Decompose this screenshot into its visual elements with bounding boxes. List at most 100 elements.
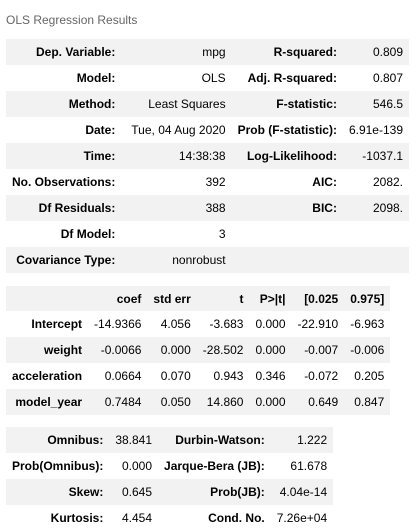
coefficient-cell: 0.000 [147, 337, 197, 363]
summary-label: No. Observations: [12, 175, 116, 189]
summary-label: Prob (F-statistic): [237, 123, 337, 137]
summary-label: BIC: [231, 195, 343, 221]
diagnostics-label: Prob(Omnibus): [12, 459, 104, 473]
coefficient-cell: 0.050 [147, 389, 197, 415]
coefficient-cell: 0.070 [160, 369, 191, 383]
diagnostics-label: Skew: [6, 479, 110, 505]
diagnostics-value: 0.645 [109, 479, 159, 505]
coefficient-cell: 0.000 [249, 337, 292, 363]
summary-label: Date: [85, 123, 116, 137]
diagnostics-label: Prob(JB): [158, 479, 271, 505]
summary-table: Dep. Variable: mpg R-squared: 0.809 Model: OL… [6, 39, 409, 273]
diagnostics-row: Skew: 0.645 Prob(JB): 4.04e-14 [6, 479, 334, 505]
summary-row: Covariance Type: nonrobust [6, 247, 409, 273]
diagnostics-value: 0.000 [122, 459, 153, 473]
diagnostics-value: 4.454 [122, 511, 153, 525]
coefficient-column-header: t [196, 286, 250, 311]
coefficient-cell: -14.9366 [94, 317, 142, 331]
coefficient-cell: -3.683 [209, 317, 244, 331]
coefficient-column-header: 0.975] [344, 286, 391, 311]
table-caption: OLS Regression Results [6, 13, 138, 27]
summary-value: OLS [201, 71, 226, 85]
diagnostics-row: Omnibus: 38.841 Durbin-Watson: 1.222 [6, 427, 334, 453]
diagnostics-value: 38.841 [109, 427, 159, 453]
diagnostics-value: 61.678 [290, 459, 328, 473]
summary-value: 6.91e-139 [348, 123, 403, 137]
summary-value [342, 247, 409, 273]
summary-value: Least Squares [121, 91, 232, 117]
summary-label: Df Residuals: [6, 195, 122, 221]
coefficient-table: coef std err t P>|t| [0.025 0.975] Intercept -… [6, 286, 391, 415]
summary-value: 2082. [372, 175, 403, 189]
diagnostics-table: Omnibus: 38.841 Durbin-Watson: 1.222 Prob(Om… [6, 427, 334, 531]
summary-value: 3 [218, 227, 226, 241]
coefficient-cell: -0.006 [344, 337, 391, 363]
coefficient-cell: 0.847 [344, 389, 391, 415]
coefficient-cell: 0.649 [291, 389, 345, 415]
coefficient-column-header: std err [147, 286, 197, 311]
summary-value: Tue, 04 Aug 2020 [131, 123, 226, 137]
coefficient-cell: 0.000 [249, 389, 292, 415]
coefficient-cell: -0.0066 [88, 337, 148, 363]
diagnostics-row: Prob(Omnibus): 0.000 Jarque-Bera (JB): 61.6… [6, 453, 333, 479]
coefficient-column-header: [0.025 [291, 286, 345, 311]
coefficient-column-header: P>|t| [249, 286, 292, 311]
coefficient-cell: 4.056 [160, 317, 191, 331]
coefficient-variable: model_year [6, 389, 89, 415]
summary-row: Df Residuals: 388 BIC: 2098. [6, 195, 409, 221]
summary-value: nonrobust [121, 247, 232, 273]
summary-label: Dep. Variable: [6, 39, 122, 65]
summary-label: Time: [6, 143, 122, 169]
summary-label: Log-Likelihood: [231, 143, 343, 169]
summary-label: AIC: [312, 175, 337, 189]
coefficient-cell: 0.346 [255, 369, 286, 383]
summary-value: 14:38:38 [121, 143, 232, 169]
diagnostics-label: Omnibus: [6, 427, 110, 453]
summary-label: Method: [6, 91, 122, 117]
summary-value: 546.5 [342, 91, 409, 117]
coefficient-variable: acceleration [12, 369, 83, 383]
diagnostics-label: Cond. No. [208, 511, 265, 525]
summary-label: Covariance Type: [6, 247, 122, 273]
summary-value: 0.807 [372, 71, 403, 85]
summary-value: -1037.1 [342, 143, 409, 169]
diagnostics-value: 4.04e-14 [270, 479, 334, 505]
summary-value: 392 [205, 175, 226, 189]
summary-value [343, 221, 409, 247]
summary-value: mpg [121, 39, 232, 65]
summary-row: Model: OLS Adj. R-squared: 0.807 [6, 65, 409, 91]
coefficient-header-row: coef std err t P>|t| [0.025 0.975] [6, 286, 391, 311]
coefficient-cell: -0.007 [291, 337, 345, 363]
summary-row: Dep. Variable: mpg R-squared: 0.809 [6, 39, 409, 65]
diagnostics-label: Kurtosis: [50, 511, 104, 525]
diagnostics-label: Jarque-Bera (JB): [164, 459, 265, 473]
summary-value: 388 [121, 195, 232, 221]
summary-label: R-squared: [231, 39, 343, 65]
summary-value: 2098. [342, 195, 409, 221]
diagnostics-label: Durbin-Watson: [158, 427, 271, 453]
coefficient-row: Intercept -14.9366 4.056 -3.683 0.000 -22.910… [6, 311, 390, 337]
coefficient-column-header [6, 286, 89, 311]
summary-value: 0.809 [342, 39, 409, 65]
summary-row: Method: Least Squares F-statistic: 546.5 [6, 91, 409, 117]
summary-label [232, 221, 343, 247]
summary-label: Model: [76, 71, 116, 85]
summary-label: F-statistic: [231, 91, 343, 117]
summary-label [231, 247, 343, 273]
coefficient-cell: -0.072 [304, 369, 339, 383]
coefficient-cell: 0.205 [354, 369, 385, 383]
diagnostics-row: Kurtosis: 4.454 Cond. No. 7.26e+04 [6, 505, 333, 531]
summary-row: No. Observations: 392 AIC: 2082. [6, 169, 409, 195]
coefficient-cell: -22.910 [297, 317, 339, 331]
coefficient-cell: -28.502 [196, 337, 250, 363]
coefficient-row: acceleration 0.0664 0.070 0.943 0.346 -0.072 0… [6, 363, 390, 389]
coefficient-cell: 14.860 [196, 389, 250, 415]
coefficient-variable: weight [6, 337, 89, 363]
coefficient-row: model_year 0.7484 0.050 14.860 0.000 0.649 0.8… [6, 389, 391, 415]
diagnostics-value: 7.26e+04 [276, 511, 328, 525]
summary-label: Adj. R-squared: [247, 71, 337, 85]
coefficient-column-header: coef [88, 286, 148, 311]
coefficient-variable: Intercept [31, 317, 83, 331]
coefficient-cell: -6.963 [350, 317, 385, 331]
coefficient-cell: 0.943 [213, 369, 244, 383]
